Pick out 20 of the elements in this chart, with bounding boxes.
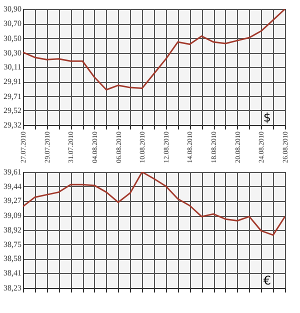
y-tick-label: 30,11	[4, 62, 22, 72]
y-tick-label: 38,58	[4, 254, 22, 264]
y-tick-label: 38,41	[4, 268, 22, 278]
y-tick-label: 38,23	[4, 284, 22, 292]
y-tick-label: 39,44	[4, 182, 22, 191]
y-tick-label: 29,32	[4, 120, 22, 130]
y-tick-label: 39,27	[4, 196, 22, 206]
y-tick-label: 30,70	[4, 19, 22, 28]
y-tick-label: 39,61	[4, 168, 22, 176]
y-tick-label: 29,91	[4, 77, 22, 86]
y-tick-label: 38,75	[4, 240, 22, 249]
y-tick-label: 30,50	[4, 34, 22, 43]
y-tick-label: 29,52	[4, 106, 22, 115]
y-tick-label: 29,71	[4, 92, 22, 101]
y-tick-label: 30,30	[4, 48, 22, 58]
y-tick-label: 30,90	[4, 4, 22, 14]
y-tick-label: 39,09	[4, 211, 22, 220]
annotation: $	[263, 110, 271, 125]
y-tick-label: 38,92	[4, 226, 22, 234]
annotation: €	[263, 273, 271, 288]
